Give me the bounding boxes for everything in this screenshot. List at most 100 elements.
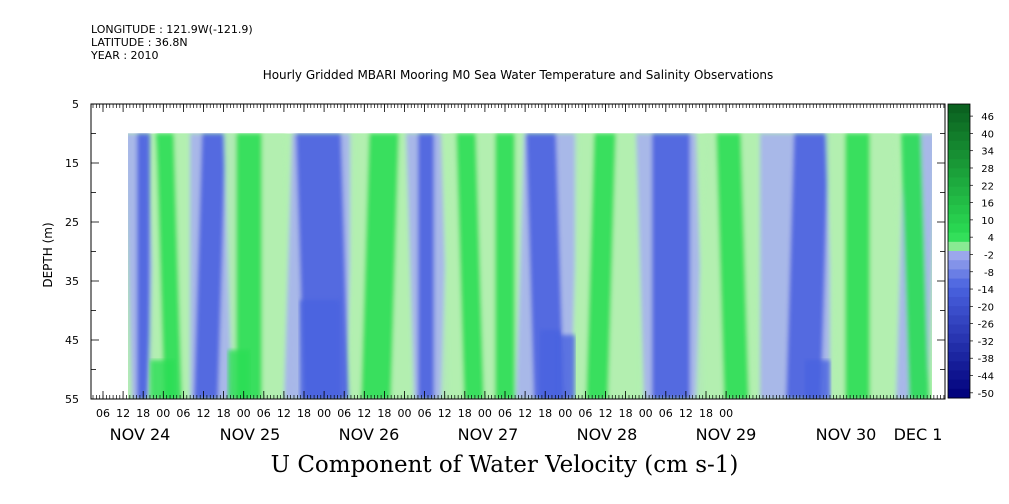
variable-title: U Component of Water Velocity (cm s-1) (270, 452, 739, 478)
colorbar-cell (948, 159, 970, 169)
x-hour-label: 18 (619, 407, 633, 420)
colorbar-cell (948, 168, 970, 178)
colorbar-cell (948, 241, 970, 252)
x-hour-label: 18 (458, 407, 472, 420)
x-hour-label: 06 (578, 407, 592, 420)
colorbar-cell (948, 149, 970, 160)
x-hour-label: 18 (297, 407, 311, 420)
x-hour-label: 18 (699, 407, 713, 420)
x-day-label: NOV 29 (696, 425, 757, 444)
x-hour-label: 12 (357, 407, 371, 420)
x-hour-label: 06 (659, 407, 673, 420)
colorbar-label: -20 (978, 302, 994, 313)
colorbar-label: -8 (984, 268, 994, 279)
colorbar-label: 46 (981, 112, 994, 123)
x-day-label: NOV 25 (220, 425, 281, 444)
colorbar-label: -26 (978, 320, 994, 331)
colorbar-label: 34 (981, 147, 994, 158)
colorbar-cell (948, 260, 970, 270)
colorbar-cell (948, 104, 970, 114)
x-hour-label: 06 (498, 407, 512, 420)
chart-title: Hourly Gridded MBARI Mooring M0 Sea Wate… (262, 68, 774, 82)
y-axis-tick-labels: 5 15 25 35 45 55 (65, 98, 79, 406)
x-hour-label: 00 (317, 407, 331, 420)
x-hour-label: 00 (237, 407, 251, 420)
colorbar-label: 10 (981, 216, 994, 227)
x-day-label: NOV 26 (339, 425, 400, 444)
x-hour-label: 18 (217, 407, 231, 420)
colorbar-cell (948, 306, 970, 316)
colorbar-cell (948, 205, 970, 215)
x-hour-label: 06 (257, 407, 271, 420)
x-hour-label: 06 (337, 407, 351, 420)
x-hour-label: 00 (156, 407, 170, 420)
x-hour-label: 06 (176, 407, 190, 420)
colorbar-cell (948, 214, 970, 224)
colorbar-cell (948, 177, 970, 188)
colorbar-cell (948, 342, 970, 353)
axis-ticks (91, 103, 945, 400)
y-tick-label: 55 (65, 393, 79, 406)
x-day-label: NOV 28 (577, 425, 638, 444)
colorbar-label: 16 (981, 199, 994, 210)
y-axis-label: DEPTH (m) (41, 222, 55, 287)
colorbar-cell (948, 315, 970, 325)
year-label: YEAR : 2010 (91, 49, 159, 62)
x-axis-day-labels: NOV 24 NOV 25 NOV 26 NOV 27 NOV 28 NOV 29 NOV … (110, 425, 943, 444)
colorbar-cell (948, 223, 970, 234)
x-hour-label: 12 (679, 407, 693, 420)
colorbar-label: 22 (981, 181, 994, 192)
colorbar-cell (948, 251, 970, 261)
colorbar-cell (948, 370, 970, 381)
colorbar-cell (948, 140, 970, 151)
x-hour-label: 00 (719, 407, 733, 420)
y-tick-label: 5 (72, 98, 79, 111)
colorbar-cell (948, 269, 970, 280)
colorbar-labels: 46 40 34 28 22 16 10 4 -2 -8 -14 -20 -26 -32 -38 -44 -50 (970, 112, 994, 400)
x-hour-label: 18 (538, 407, 552, 420)
x-day-label: NOV 30 (816, 425, 877, 444)
colorbar-cell (948, 352, 970, 362)
colorbar-label: -2 (984, 250, 994, 261)
colorbar-cell (948, 333, 970, 344)
colorbar-cell (948, 113, 970, 123)
x-hour-label: 12 (599, 407, 613, 420)
x-hour-label: 00 (558, 407, 572, 420)
x-hour-label: 12 (116, 407, 130, 420)
colorbar-cell (948, 388, 970, 399)
y-tick-label: 35 (65, 275, 79, 288)
colorbar-label: -14 (978, 285, 994, 296)
colorbar-label: -32 (978, 337, 994, 348)
x-hour-label: 06 (96, 407, 110, 420)
colorbar-cell (948, 131, 970, 142)
colorbar-label: -50 (978, 389, 994, 400)
colorbar-label: -38 (978, 354, 994, 365)
x-day-label: NOV 24 (110, 425, 171, 444)
y-tick-label: 15 (65, 157, 79, 170)
x-hour-label: 12 (197, 407, 211, 420)
colorbar-cell (948, 379, 970, 390)
colorbar-cell (948, 278, 970, 289)
x-day-label: NOV 27 (458, 425, 519, 444)
x-hour-label: 06 (418, 407, 432, 420)
colorbar-cell (948, 186, 970, 197)
x-hour-label: 12 (518, 407, 532, 420)
colorbar-cell (948, 232, 970, 243)
colorbar (947, 103, 971, 399)
colorbar-label: 28 (981, 164, 994, 175)
x-hour-label: 00 (639, 407, 653, 420)
colorbar-cell (948, 122, 970, 133)
x-hour-label: 00 (398, 407, 412, 420)
x-day-label: DEC 1 (894, 425, 943, 444)
colorbar-label: 40 (981, 129, 994, 140)
heatmap-field (128, 133, 932, 399)
y-tick-label: 25 (65, 216, 79, 229)
x-hour-label: 12 (277, 407, 291, 420)
x-hour-label: 00 (478, 407, 492, 420)
x-hour-label: 18 (136, 407, 150, 420)
colorbar-cell (948, 287, 970, 298)
longitude-label: LONGITUDE : 121.9W(-121.9) (91, 23, 253, 36)
colorbar-cell (948, 296, 970, 307)
colorbar-cell (948, 324, 970, 335)
